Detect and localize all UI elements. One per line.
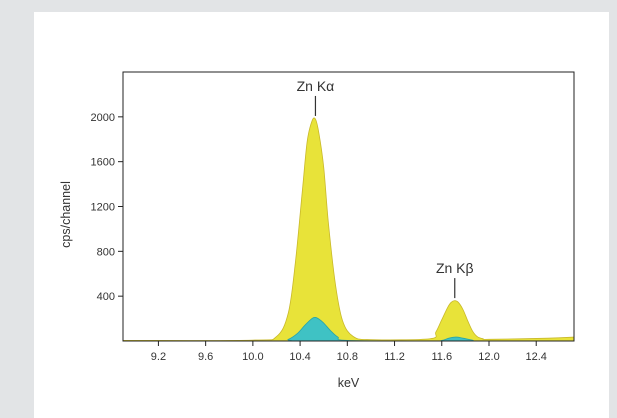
series-area-cyan xyxy=(123,317,574,342)
annotation-zn-k-alpha: Zn Kα xyxy=(297,78,335,94)
x-tick-label: 9.6 xyxy=(198,351,213,363)
y-axis-title: cps/channel xyxy=(59,181,73,248)
series-area-yellow xyxy=(122,117,575,342)
chart-panel: 9.2 9.6 10.0 10.4 10.8 11.2 11.6 12.0 12.4 400 80… xyxy=(34,12,609,418)
annotation-zn-k-beta: Zn Kβ xyxy=(436,260,474,276)
y-tick-label: 800 xyxy=(97,246,115,258)
x-tick-label: 10.8 xyxy=(337,351,358,363)
y-tick-label: 1600 xyxy=(91,157,115,169)
y-axis: 400 800 1200 1600 2000 xyxy=(91,112,123,303)
y-tick-label: 400 xyxy=(97,291,115,303)
x-tick-label: 11.2 xyxy=(384,351,405,363)
y-tick-label: 2000 xyxy=(91,112,115,124)
spectrum-chart: 9.2 9.6 10.0 10.4 10.8 11.2 11.6 12.0 12.4 400 80… xyxy=(59,71,575,390)
x-tick-label: 10.0 xyxy=(242,351,263,363)
x-axis-title: keV xyxy=(338,376,360,390)
x-tick-label: 11.6 xyxy=(431,351,452,363)
x-tick-label: 10.4 xyxy=(289,351,310,363)
peak-annotations: Zn Kα Zn Kβ xyxy=(297,78,474,299)
x-tick-label: 12.4 xyxy=(526,351,547,363)
x-axis: 9.2 9.6 10.0 10.4 10.8 11.2 11.6 12.0 12.4 xyxy=(151,341,547,363)
x-tick-label: 12.0 xyxy=(478,351,499,363)
x-tick-label: 9.2 xyxy=(151,351,166,363)
series-area-layer xyxy=(123,317,574,342)
y-tick-label: 1200 xyxy=(91,202,115,214)
series-area-layer xyxy=(122,117,575,342)
plot-frame xyxy=(122,71,575,342)
